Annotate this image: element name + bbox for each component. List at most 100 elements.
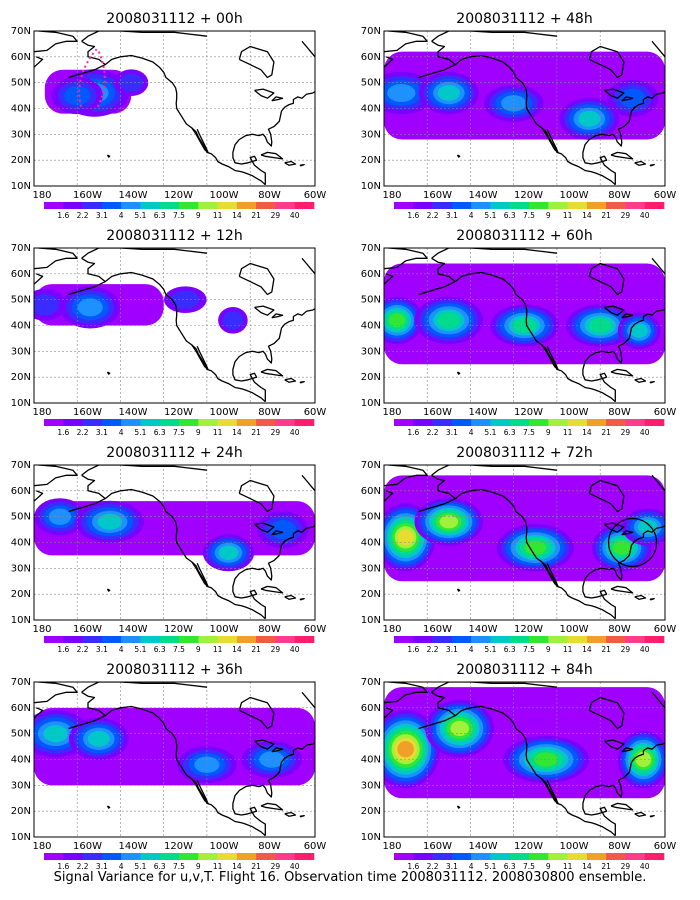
coastline <box>191 127 209 154</box>
variance-contour <box>87 730 110 747</box>
y-tick-label: 50N <box>361 512 381 523</box>
colorbar-label: 21 <box>251 211 261 220</box>
variance-field <box>34 707 315 786</box>
coastline <box>284 377 297 383</box>
x-tick-label: 80W <box>608 624 631 635</box>
coastline <box>301 257 315 275</box>
colorbar-label: 11 <box>563 645 573 654</box>
x-tick-label: 120W <box>514 407 543 418</box>
variance-contour <box>34 294 60 316</box>
colorbar-swatch <box>451 636 472 643</box>
coastlines <box>384 465 665 620</box>
coastline <box>260 585 284 594</box>
y-tick-label: 50N <box>11 78 31 89</box>
x-tick-label: 120W <box>164 407 193 418</box>
colorbar: 1.6 2.2 3.1 4 5.1 6.3 7.5 9 11 14 21 29 40 <box>394 853 665 871</box>
map-frame <box>33 681 316 838</box>
variance-contour <box>524 540 547 555</box>
colorbar-swatch <box>625 419 645 426</box>
coastline <box>68 474 106 513</box>
colorbar-label: 11 <box>213 862 223 871</box>
coastline <box>106 154 111 158</box>
coastline <box>34 707 44 719</box>
y-tick-label: 30N <box>11 563 31 574</box>
colorbar-swatch <box>63 202 83 209</box>
colorbar-label: 6.3 <box>154 428 166 437</box>
y-tick-label: 70N <box>361 243 381 254</box>
x-tick-label: 120W <box>164 190 193 201</box>
y-tick-label: 40N <box>361 104 381 115</box>
x-tick-label: 160W <box>423 407 452 418</box>
coastline <box>34 273 44 285</box>
x-tick-label: 180 <box>32 190 51 201</box>
colorbar-swatch <box>490 636 510 643</box>
panel-title: 2008031112 + 48h <box>456 11 592 27</box>
colorbar: 1.6 2.2 3.1 4 5.1 6.3 7.5 9 11 14 21 29 40 <box>44 636 315 654</box>
coastline <box>651 40 665 58</box>
colorbar-label: 40 <box>640 862 650 871</box>
variance-contour <box>612 540 631 555</box>
variance-contour <box>450 720 469 737</box>
colorbar-label: 14 <box>582 862 592 871</box>
coastline <box>34 465 78 487</box>
y-tick-label: 40N <box>11 104 31 115</box>
colorbar-swatch <box>217 202 238 209</box>
variance-field <box>384 475 665 582</box>
colorbar-swatch <box>236 636 257 643</box>
colorbar-swatch <box>44 202 64 209</box>
colorbar-swatch <box>275 853 295 860</box>
coastline <box>254 522 275 533</box>
colorbar-swatch <box>509 636 530 643</box>
colorbar-swatch <box>159 419 180 426</box>
panel-title: 2008031112 + 36h <box>106 662 242 678</box>
coastline <box>649 163 655 167</box>
colorbar-label: 1.6 <box>57 862 69 871</box>
colorbar-label: 40 <box>290 428 300 437</box>
x-tick-label: 160W <box>73 190 102 201</box>
coastline <box>271 96 284 102</box>
y-tick-label: 20N <box>361 372 381 383</box>
colorbar-label: 11 <box>213 428 223 437</box>
coastline <box>384 56 394 68</box>
colorbar-label: 2.2 <box>427 862 439 871</box>
map-panel-p84: 2008031112 + 84h 10N 20N 30N 40N 50N 60N 70N 180… <box>361 662 677 871</box>
colorbar-swatch <box>490 202 510 209</box>
colorbar-swatch <box>159 636 180 643</box>
coastline <box>68 40 106 79</box>
colorbar-label: 1.6 <box>57 211 69 220</box>
y-tick-label: 60N <box>11 52 31 63</box>
y-tick-label: 40N <box>361 755 381 766</box>
coastline <box>284 160 297 166</box>
y-tick-label: 30N <box>361 563 381 574</box>
y-tick-label: 20N <box>11 806 31 817</box>
coastline <box>431 682 557 693</box>
colorbar-swatch <box>217 636 238 643</box>
coastline <box>384 490 394 502</box>
map-panel-p24: 2008031112 + 24h 10N 20N 30N 40N 50N 60N 70N 180… <box>11 445 327 654</box>
colorbar-label: 9 <box>196 645 201 654</box>
colorbar-label: 14 <box>232 862 242 871</box>
coastline <box>104 488 266 620</box>
colorbar-swatch <box>490 853 510 860</box>
colorbar-label: 21 <box>601 862 611 871</box>
colorbar-label: 9 <box>196 862 201 871</box>
colorbar-label: 29 <box>271 211 281 220</box>
coastlines <box>34 248 315 403</box>
x-tick-label: 60W <box>304 190 327 201</box>
colorbar-label: 7.5 <box>173 211 185 220</box>
colorbar-label: 6.3 <box>504 645 516 654</box>
coastline <box>34 56 44 68</box>
coastline <box>238 696 275 730</box>
coastline <box>610 585 634 594</box>
colorbar-swatch <box>586 202 607 209</box>
coastline <box>454 488 616 620</box>
colorbar-label: 1.6 <box>407 645 419 654</box>
x-tick-label: 80W <box>258 841 281 852</box>
coastline <box>588 696 625 730</box>
coastline <box>384 682 428 704</box>
x-tick-label: 140W <box>119 407 148 418</box>
coastline <box>271 530 284 536</box>
variance-contour <box>630 323 648 338</box>
colorbar-label: 3.1 <box>446 645 458 654</box>
colorbar-label: 29 <box>621 211 631 220</box>
